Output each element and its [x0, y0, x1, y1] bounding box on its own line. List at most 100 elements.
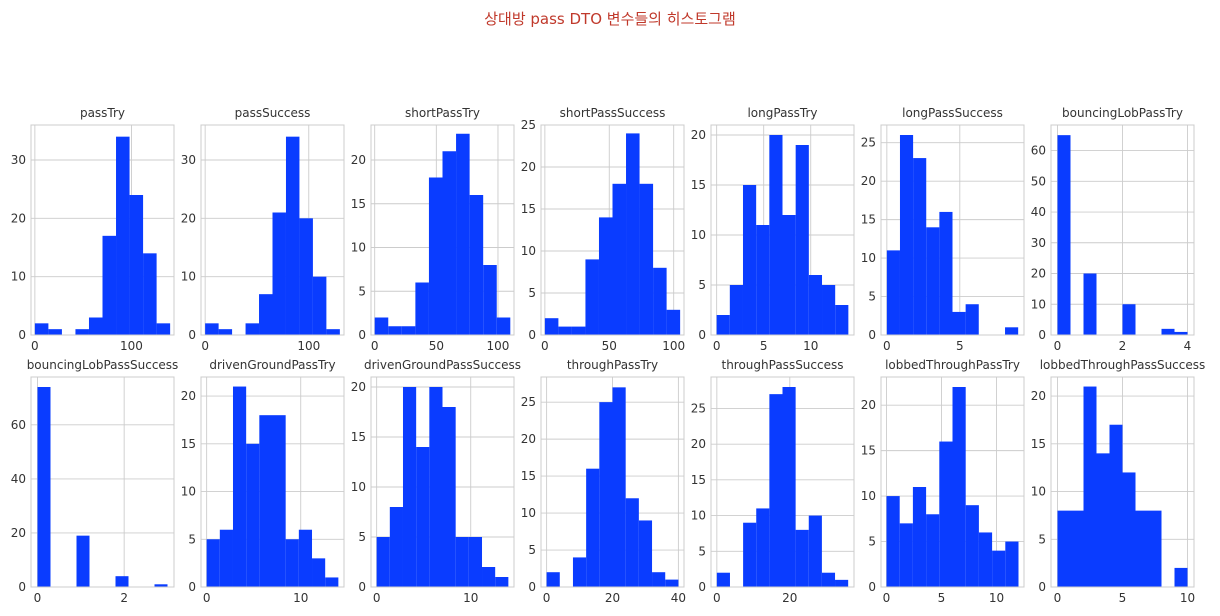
histogram-bar — [325, 577, 339, 587]
y-tick-label: 15 — [181, 437, 196, 451]
histogram-bar — [1161, 328, 1175, 335]
histogram-bar — [585, 259, 599, 335]
histogram-bar — [899, 523, 913, 587]
y-tick-label: 0 — [528, 328, 536, 342]
histogram-bar — [205, 323, 219, 335]
y-tick-label: 5 — [528, 543, 536, 557]
panel-title: longPassSuccess — [902, 106, 1003, 120]
histogram-bar — [455, 537, 469, 587]
y-tick-label: 0 — [188, 328, 196, 342]
histogram-panel-bouncingLobPassTry: bouncingLobPassTry 0 10 20 30 40 50 60 0 2 4 — [1031, 106, 1195, 353]
histogram-bar — [495, 577, 509, 587]
histogram-bar — [626, 133, 640, 335]
histogram-bar — [245, 323, 260, 335]
x-tick-label: 0 — [34, 591, 42, 605]
histogram-bar — [88, 317, 103, 335]
histogram-bar — [1122, 304, 1136, 335]
histogram-bar — [401, 326, 416, 335]
axes-frame — [880, 124, 1025, 336]
histogram-bar — [416, 447, 430, 587]
panel-title: lobbedThroughPassTry — [885, 358, 1020, 372]
y-tick-label: 5 — [868, 535, 876, 549]
histogram-panel-bouncingLobPassSuccess: bouncingLobPassSuccess 0 20 40 60 0 2 — [11, 358, 179, 605]
x-tick-label: 5 — [760, 339, 768, 353]
x-tick-label: 50 — [602, 339, 617, 353]
histogram-bar — [428, 177, 443, 335]
histogram-bar — [926, 227, 940, 335]
x-tick-label: 10 — [293, 591, 308, 605]
histogram-bar — [299, 218, 313, 335]
histogram-bar — [482, 567, 496, 587]
histogram-bar — [116, 136, 130, 335]
histogram-panel-longPassTry: longPassTry 0 5 10 15 20 0 5 10 — [691, 106, 855, 353]
histogram-panel-longPassSuccess: longPassSuccess 0 5 10 15 20 25 0 5 — [861, 106, 1025, 353]
histogram-bar — [219, 529, 233, 587]
y-tick-label: 0 — [188, 580, 196, 594]
y-tick-label: 10 — [1031, 485, 1046, 499]
histogram-bar — [389, 507, 403, 587]
histogram-bar — [1109, 424, 1123, 587]
y-tick-label: 10 — [521, 244, 536, 258]
y-tick-label: 20 — [1031, 267, 1046, 281]
histogram-bar — [1122, 472, 1136, 587]
panel-title: bouncingLobPassSuccess — [27, 358, 179, 372]
histogram-bar — [143, 253, 157, 335]
y-tick-label: 0 — [358, 328, 366, 342]
histogram-bar — [939, 211, 953, 335]
histogram-bar — [388, 326, 402, 335]
histogram-bar — [992, 550, 1006, 587]
histogram-panel-passSuccess: passSuccess 0 10 20 30 0 100 — [181, 106, 345, 353]
x-tick-label: 0 — [543, 591, 551, 605]
histogram-bar — [298, 529, 313, 587]
histogram-bar — [76, 535, 90, 587]
histogram-bar — [483, 265, 497, 335]
histogram-bar — [496, 317, 511, 335]
histogram-bar — [729, 285, 743, 335]
x-tick-label: 20 — [782, 591, 797, 605]
histogram-bar — [1135, 510, 1149, 587]
y-tick-label: 20 — [521, 160, 536, 174]
histogram-bar — [1096, 453, 1110, 587]
histogram-bar — [246, 443, 260, 587]
x-tick-label: 50 — [429, 339, 444, 353]
histogram-bar — [558, 326, 572, 335]
x-tick-label: 0 — [1054, 591, 1062, 605]
y-tick-label: 60 — [11, 418, 26, 432]
y-tick-label: 5 — [868, 290, 876, 304]
y-tick-label: 15 — [861, 213, 876, 227]
y-tick-label: 15 — [691, 178, 706, 192]
histogram-bar — [835, 305, 849, 335]
y-tick-label: 20 — [181, 389, 196, 403]
y-tick-label: 10 — [181, 485, 196, 499]
x-tick-label: 0 — [1054, 339, 1062, 353]
histogram-bar — [402, 387, 417, 587]
x-tick-label: 2 — [1119, 339, 1127, 353]
histogram-bar — [272, 415, 286, 587]
histogram-bar — [312, 276, 327, 335]
histogram-bar — [1174, 331, 1188, 335]
panel-title: drivenGroundPassTry — [209, 358, 335, 372]
axes-frame — [30, 124, 175, 336]
histogram-bar — [625, 498, 639, 587]
histogram-bar — [572, 557, 587, 587]
histogram-bar — [468, 537, 483, 587]
histogram-bar — [206, 539, 220, 587]
x-tick-label: 10 — [463, 591, 478, 605]
histogram-bar — [743, 522, 757, 587]
x-tick-label: 0 — [713, 339, 721, 353]
y-tick-label: 10 — [1031, 297, 1046, 311]
y-tick-label: 20 — [181, 211, 196, 225]
histogram-bar — [926, 514, 940, 587]
y-tick-label: 40 — [11, 472, 26, 486]
histogram-bar — [272, 212, 286, 335]
x-tick-label: 10 — [803, 339, 818, 353]
histogram-bar — [285, 136, 300, 335]
y-tick-label: 15 — [521, 202, 536, 216]
panel-title: longPassTry — [747, 106, 817, 120]
histogram-bar — [782, 387, 796, 587]
y-tick-label: 5 — [1038, 532, 1046, 546]
histogram-bar — [259, 294, 273, 335]
y-tick-label: 20 — [351, 153, 366, 167]
x-tick-label: 0 — [883, 339, 891, 353]
histogram-bar — [952, 311, 966, 335]
